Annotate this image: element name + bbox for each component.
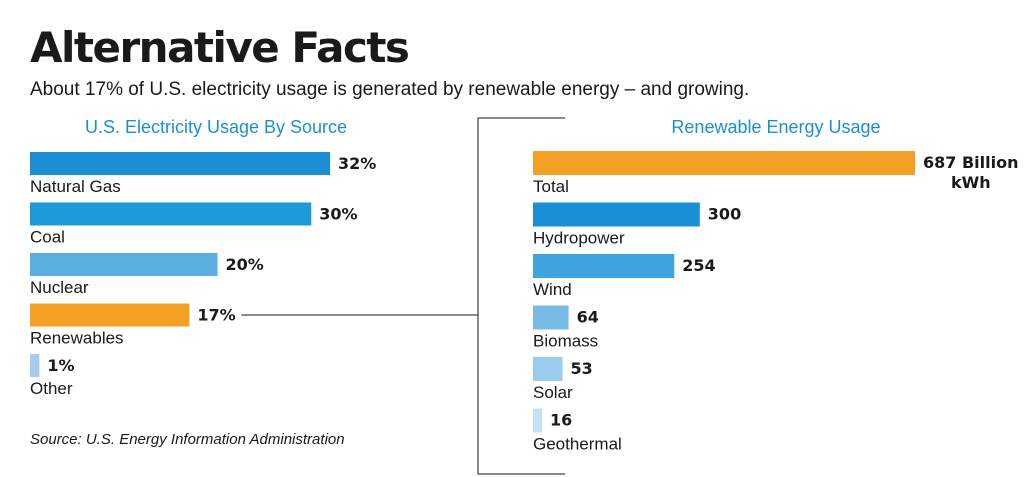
bar-renewables bbox=[30, 303, 190, 327]
value-label-total: 687 Billion kWh bbox=[923, 153, 1018, 192]
page-subtitle: About 17% of U.S. electricity usage is g… bbox=[30, 79, 750, 100]
page-title: Alternative Facts bbox=[30, 23, 410, 72]
bar-solar bbox=[533, 357, 563, 381]
chart-title: U.S. Electricity Usage By Source bbox=[85, 117, 347, 137]
electricity-by-source-chart: U.S. Electricity Usage By Source Natural … bbox=[30, 117, 376, 398]
renewables-connector bbox=[241, 117, 565, 475]
category-label-total: Total bbox=[533, 177, 569, 196]
category-label-solar: Solar bbox=[533, 383, 573, 402]
source-note: Source: U.S. Energy Information Administ… bbox=[30, 431, 345, 448]
category-label-hydropower: Hydropower bbox=[533, 229, 625, 248]
category-label-other: Other bbox=[30, 379, 73, 398]
category-label-biomass: Biomass bbox=[533, 332, 598, 351]
value-label-biomass: 64 bbox=[577, 308, 599, 327]
category-label-natural-gas: Natural Gas bbox=[30, 177, 121, 196]
value-label-hydropower: 300 bbox=[708, 205, 741, 224]
category-label-coal: Coal bbox=[30, 228, 65, 247]
bar-natural-gas bbox=[30, 152, 330, 175]
bar-hydropower bbox=[533, 202, 700, 227]
value-label-other: 1% bbox=[47, 356, 74, 375]
bar-wind bbox=[533, 254, 675, 278]
value-label-renewables: 17% bbox=[197, 306, 235, 325]
value-label-natural-gas: 32% bbox=[338, 154, 376, 173]
value-label-coal: 30% bbox=[319, 205, 357, 224]
value-label-nuclear: 20% bbox=[226, 255, 264, 274]
category-label-renewables: Renewables bbox=[30, 329, 124, 348]
renewable-usage-chart: Renewable Energy Usage Total 687 Billion kW… bbox=[533, 117, 1018, 454]
connector-bracket bbox=[477, 117, 565, 475]
bar-other bbox=[30, 354, 40, 377]
chart-title: Renewable Energy Usage bbox=[671, 117, 880, 137]
value-label-wind: 254 bbox=[682, 256, 715, 275]
bar-total bbox=[533, 151, 915, 175]
category-label-geothermal: Geothermal bbox=[533, 435, 622, 454]
value-label-solar: 53 bbox=[570, 359, 592, 378]
value-label-geothermal: 16 bbox=[550, 411, 572, 430]
bar-coal bbox=[30, 202, 312, 226]
bar-geothermal bbox=[533, 408, 542, 433]
category-label-wind: Wind bbox=[533, 280, 572, 299]
bar-nuclear bbox=[30, 253, 218, 276]
category-label-nuclear: Nuclear bbox=[30, 278, 89, 297]
bar-biomass bbox=[533, 305, 569, 330]
